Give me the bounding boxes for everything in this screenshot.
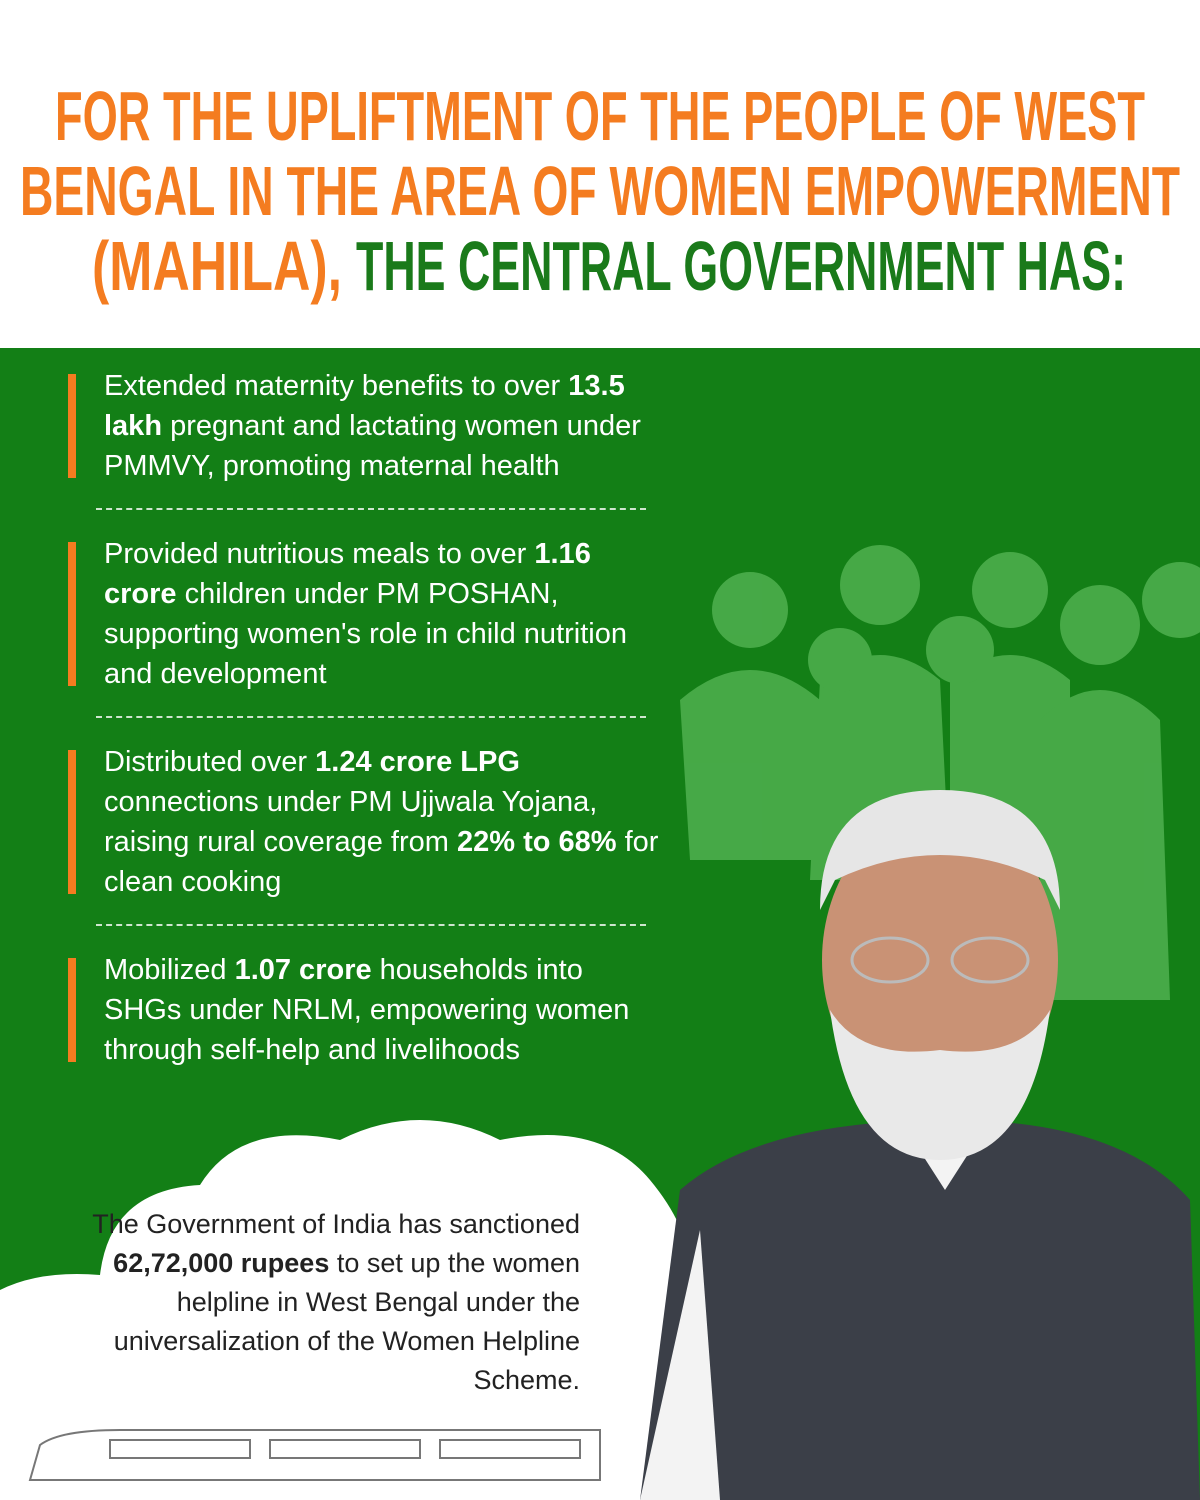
text: children under PM POSHAN, supporting wom… xyxy=(104,578,627,690)
text: for clean cooking xyxy=(104,826,659,898)
item: Distributed over 1.24 crore LPG connecti… xyxy=(68,742,664,902)
cloud xyxy=(0,1120,760,1500)
bold-text: 1.24 crore LPG xyxy=(315,746,520,778)
text: Extended maternity benefits to over xyxy=(104,370,569,402)
item: Provided nutritious meals to over 1.16 c… xyxy=(68,534,664,694)
text: connections under PM Ujjwala Yojana, rai… xyxy=(104,786,598,858)
bold-text: 1.16 crore xyxy=(104,538,591,610)
leader-photo xyxy=(640,790,1200,1500)
text: The Government of India has sanctioned xyxy=(92,1209,580,1239)
separator xyxy=(96,508,646,510)
separator xyxy=(96,924,646,926)
note: The Government of India has sanctioned 6… xyxy=(40,1205,580,1400)
title-line: THE CENTRAL GOVERNMENT HAS: xyxy=(356,227,1126,305)
train xyxy=(28,1429,601,1481)
text: Mobilized xyxy=(104,954,235,986)
title-line: FOR THE UPLIFTMENT OF THE PEOPLE OF WEST xyxy=(55,77,1145,155)
item: Extended maternity benefits to over 13.5… xyxy=(68,366,664,486)
separator xyxy=(96,716,646,718)
text: Provided nutritious meals to over xyxy=(104,538,535,570)
bold-text: 13.5 lakh xyxy=(104,370,625,442)
title-line: (MAHILA), xyxy=(92,227,342,305)
text: to set up the women helpline in West Ben… xyxy=(113,1248,580,1395)
bold-text: 22% to 68% xyxy=(456,826,617,858)
item: Mobilized 1.07 crore households into SHG… xyxy=(68,950,664,1070)
text: households into SHGs under NRLM, empower… xyxy=(104,954,630,1066)
item-list: Extended maternity benefits to over 13.5… xyxy=(68,366,688,1070)
title-line: BENGAL IN THE AREA OF WOMEN EMPOWERMENT xyxy=(20,152,1180,230)
bold-text: 1.07 crore xyxy=(234,954,372,986)
text: pregnant and lactating women under PMMVY… xyxy=(104,410,641,482)
text: Distributed over xyxy=(104,746,316,778)
bold-text: 62,72,000 rupees xyxy=(113,1248,330,1278)
